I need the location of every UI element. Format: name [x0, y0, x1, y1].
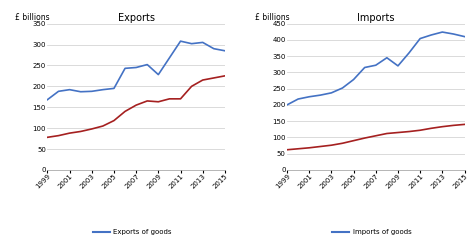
Imports of goods: [318, 94, 323, 97]
Exports of services: [78, 130, 83, 133]
Imports of services: [318, 145, 323, 148]
Exports of goods: [45, 98, 50, 101]
Imports of goods: [362, 66, 367, 69]
Exports of goods: [100, 88, 106, 91]
Imports of goods: [295, 98, 301, 101]
Exports of services: [145, 100, 150, 102]
Imports of services: [417, 129, 423, 132]
Exports of goods: [155, 73, 161, 76]
Text: £ billions: £ billions: [16, 13, 50, 22]
Exports of goods: [178, 40, 183, 42]
Imports of goods: [284, 103, 290, 106]
Exports of goods: [89, 90, 95, 93]
Exports of goods: [189, 42, 194, 45]
Imports of services: [351, 139, 356, 142]
Exports of goods: [222, 49, 228, 52]
Exports of goods: [133, 66, 139, 69]
Exports of services: [200, 79, 206, 81]
Exports of services: [45, 136, 50, 139]
Exports of goods: [166, 56, 172, 59]
Imports of services: [284, 148, 290, 151]
Imports of goods: [439, 31, 445, 34]
Imports of goods: [451, 33, 456, 35]
Imports of services: [406, 130, 412, 133]
Text: £ billions: £ billions: [255, 13, 290, 22]
Line: Exports of services: Exports of services: [47, 76, 225, 137]
Exports of goods: [122, 67, 128, 70]
Imports of services: [384, 132, 390, 135]
Exports of goods: [55, 90, 61, 93]
Imports of services: [340, 142, 346, 145]
Title: Exports: Exports: [118, 13, 155, 23]
Imports of goods: [306, 95, 312, 98]
Exports of services: [55, 134, 61, 137]
Imports of services: [328, 144, 334, 147]
Imports of goods: [328, 91, 334, 94]
Legend: Exports of goods, Exports of services: Exports of goods, Exports of services: [92, 229, 180, 236]
Exports of services: [111, 119, 117, 122]
Exports of goods: [111, 87, 117, 90]
Imports of services: [439, 125, 445, 128]
Imports of goods: [428, 34, 434, 36]
Exports of services: [222, 74, 228, 77]
Imports of services: [362, 137, 367, 139]
Exports of services: [211, 76, 217, 79]
Line: Exports of goods: Exports of goods: [47, 41, 225, 100]
Exports of services: [166, 97, 172, 100]
Exports of services: [122, 110, 128, 113]
Exports of services: [189, 85, 194, 88]
Imports of services: [462, 123, 467, 126]
Exports of goods: [211, 47, 217, 50]
Imports of goods: [395, 64, 401, 67]
Exports of services: [89, 127, 95, 130]
Imports of goods: [340, 87, 346, 89]
Legend: Imports of goods, Imports of services: Imports of goods, Imports of services: [332, 229, 419, 236]
Title: Imports: Imports: [357, 13, 394, 23]
Imports of services: [395, 131, 401, 134]
Imports of goods: [406, 51, 412, 54]
Imports of goods: [417, 37, 423, 40]
Exports of goods: [200, 41, 206, 44]
Exports of goods: [78, 90, 83, 93]
Exports of services: [155, 100, 161, 103]
Imports of services: [373, 134, 379, 137]
Imports of services: [306, 146, 312, 149]
Imports of goods: [373, 64, 379, 67]
Imports of goods: [351, 78, 356, 81]
Exports of goods: [145, 63, 150, 66]
Imports of goods: [384, 56, 390, 59]
Exports of services: [133, 104, 139, 106]
Exports of services: [67, 132, 73, 135]
Imports of services: [428, 127, 434, 130]
Exports of goods: [67, 88, 73, 91]
Exports of services: [100, 125, 106, 127]
Imports of goods: [462, 35, 467, 38]
Imports of services: [451, 124, 456, 127]
Imports of services: [295, 147, 301, 150]
Line: Imports of services: Imports of services: [287, 124, 465, 150]
Line: Imports of goods: Imports of goods: [287, 32, 465, 105]
Exports of services: [178, 97, 183, 100]
